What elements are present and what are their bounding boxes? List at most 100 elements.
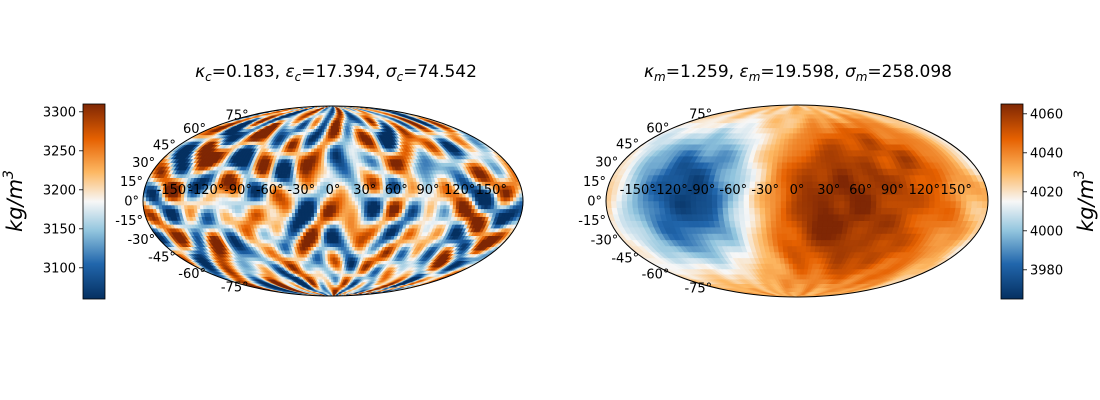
heatmap-cell <box>373 200 378 206</box>
heatmap-cell <box>408 200 413 206</box>
heatmap-cell <box>329 216 334 221</box>
heatmap-cell <box>516 200 521 206</box>
heatmap-cell <box>342 212 346 217</box>
heatmap-cell <box>341 216 346 221</box>
heatmap-cell <box>278 204 283 210</box>
heatmap-cell <box>301 216 306 221</box>
heatmap-cell <box>297 204 302 210</box>
heatmap-cell <box>344 223 349 229</box>
heatmap-cell <box>317 162 322 167</box>
heatmap-cell <box>342 192 346 198</box>
heatmap-cell <box>411 192 416 198</box>
heatmap-cell <box>348 185 353 190</box>
heatmap-cell <box>209 200 214 206</box>
heatmap-cell <box>282 204 286 210</box>
heatmap-cell <box>320 212 324 217</box>
heatmap-cell <box>320 166 325 171</box>
heatmap-cell <box>316 196 321 202</box>
heatmap-cell <box>320 216 325 221</box>
heatmap-cell <box>411 196 416 202</box>
heatmap-cell <box>361 204 365 210</box>
heatmap-cell <box>329 158 334 163</box>
heatmap-cell <box>316 208 321 213</box>
heatmap-cell <box>342 196 346 202</box>
heatmap-cell <box>335 220 340 225</box>
heatmap-cell <box>269 204 274 210</box>
heatmap-cell <box>326 173 331 179</box>
heatmap-cell <box>187 200 191 206</box>
heatmap-cell <box>250 204 255 210</box>
heatmap-cell <box>345 216 349 221</box>
heatmap-cell <box>332 242 337 247</box>
heatmap-cell <box>320 204 324 210</box>
heatmap-cell <box>329 166 334 171</box>
heatmap-cell <box>329 220 334 225</box>
heatmap-cell <box>291 200 296 206</box>
heatmap-cell <box>332 239 337 244</box>
heatmap-cell <box>380 196 384 202</box>
heatmap-cell <box>348 200 353 206</box>
heatmap-cell <box>408 192 413 198</box>
heatmap-cell <box>320 231 325 236</box>
heatmap-cell <box>332 216 337 221</box>
heatmap-cell <box>360 208 365 213</box>
heatmap-cell <box>383 200 388 206</box>
heatmap-cell <box>332 162 337 167</box>
heatmap-cell <box>332 231 337 236</box>
heatmap-cell <box>402 204 407 210</box>
heatmap-cell <box>285 200 290 206</box>
heatmap-cell <box>351 220 356 225</box>
heatmap-cell <box>347 223 352 229</box>
heatmap-cell <box>341 166 346 171</box>
heatmap-cell <box>471 200 476 206</box>
heatmap-cell <box>320 181 325 186</box>
heatmap-cell <box>314 169 319 175</box>
heatmap-cell <box>335 166 340 171</box>
heatmap-cell <box>297 200 302 206</box>
heatmap-cell <box>330 256 334 261</box>
heatmap-cell <box>370 200 375 206</box>
heatmap-cell <box>367 204 372 210</box>
heatmap-cell <box>351 200 356 206</box>
heatmap-cell <box>253 204 258 210</box>
heatmap-cell <box>317 169 322 175</box>
heatmap-cell <box>335 162 340 167</box>
heatmap-cell <box>332 235 337 240</box>
heatmap-cell <box>408 196 413 202</box>
heatmap-cell <box>335 200 340 206</box>
heatmap-cell <box>338 208 343 213</box>
heatmap-cell <box>294 212 299 217</box>
heatmap-cell <box>379 189 384 194</box>
heatmap-cell <box>335 246 339 251</box>
heatmap-cell <box>314 227 319 233</box>
heatmap-cell <box>279 208 284 213</box>
heatmap-cell <box>323 220 328 225</box>
heatmap-cell <box>345 196 350 202</box>
heatmap-cell <box>354 208 359 213</box>
heatmap-cell <box>330 273 334 277</box>
heatmap-cell <box>323 200 327 206</box>
heatmap-cell <box>234 204 239 210</box>
heatmap-cell <box>370 208 375 213</box>
heatmap-cell <box>320 200 324 206</box>
heatmap-cell <box>282 208 287 213</box>
heatmap-cell <box>323 204 327 210</box>
heatmap-cell <box>338 169 343 175</box>
heatmap-cell <box>317 166 322 171</box>
heatmap-cell <box>475 200 479 206</box>
heatmap-cell <box>513 200 517 206</box>
heatmap-cell <box>351 208 356 213</box>
heatmap-cell <box>364 200 369 206</box>
heatmap-cell <box>332 177 337 182</box>
heatmap-cell <box>335 204 340 210</box>
heatmap-cell <box>335 212 340 217</box>
heatmap-cell <box>317 227 322 233</box>
heatmap-cell <box>329 169 334 175</box>
heatmap-cell <box>324 242 328 247</box>
heatmap-cell <box>330 263 334 268</box>
heatmap-cell <box>321 158 325 163</box>
heatmap-cell <box>335 158 340 163</box>
heatmap-cell <box>145 200 150 206</box>
heatmap-cell <box>149 196 153 202</box>
heatmap-cell <box>327 253 331 258</box>
